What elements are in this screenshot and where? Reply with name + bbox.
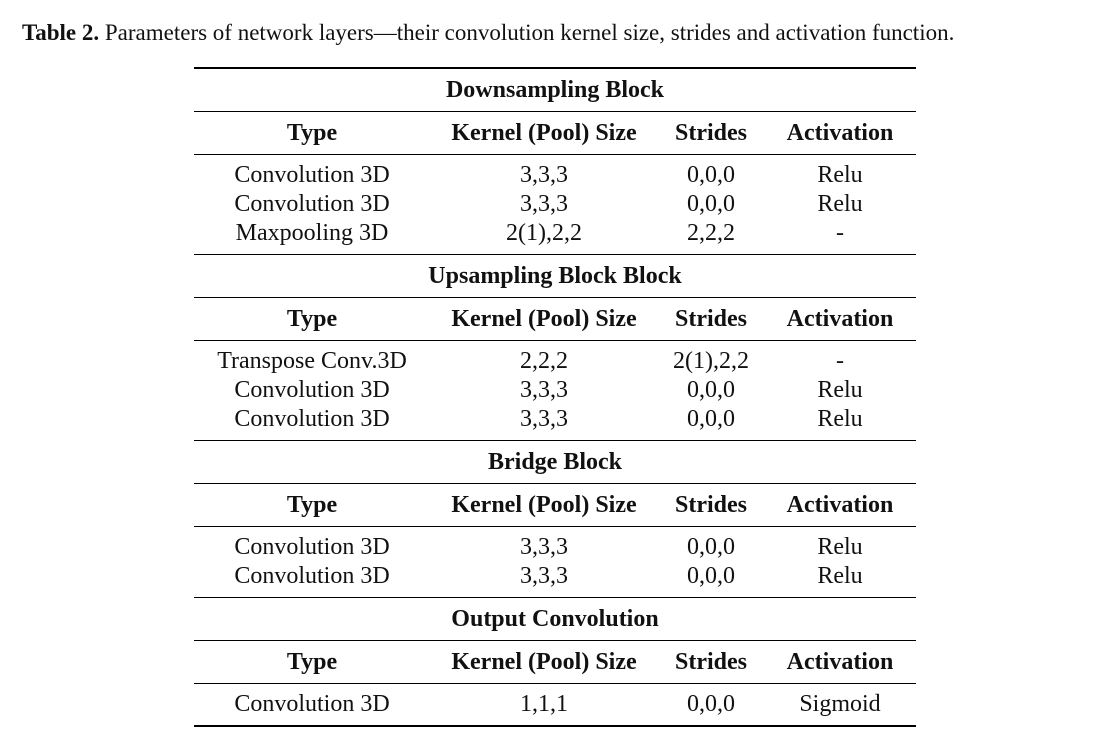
parameters-table: Downsampling Block Type Kernel (Pool) Si… xyxy=(194,67,916,727)
table-section: Bridge Block Type Kernel (Pool) Size Str… xyxy=(194,441,916,598)
section-end-rule xyxy=(194,597,916,598)
section-body: Convolution 3D 1,1,1 0,0,0 Sigmoid xyxy=(194,684,916,725)
column-header-row: Type Kernel (Pool) Size Strides Activati… xyxy=(194,484,916,526)
column-header-activation: Activation xyxy=(786,492,894,518)
cell-strides: 0,0,0 xyxy=(687,162,735,188)
column-header-strides: Strides xyxy=(675,649,747,675)
cell-type: Convolution 3D xyxy=(234,534,390,560)
cell-type: Maxpooling 3D xyxy=(235,220,389,246)
cell-type: Transpose Conv.3D xyxy=(217,348,407,374)
column-header-row: Type Kernel (Pool) Size Strides Activati… xyxy=(194,298,916,340)
cell-kernel: 2(1),2,2 xyxy=(506,220,582,246)
table-row: Convolution 3D 3,3,3 0,0,0 Relu xyxy=(194,562,916,591)
column-header-kernel: Kernel (Pool) Size xyxy=(451,649,637,675)
table-row: Convolution 3D 3,3,3 0,0,0 Relu xyxy=(194,533,916,562)
cell-activation: - xyxy=(836,220,844,246)
header-rule xyxy=(194,154,916,155)
cell-kernel: 3,3,3 xyxy=(520,406,568,432)
cell-kernel: 3,3,3 xyxy=(520,377,568,403)
cell-activation: - xyxy=(836,348,844,374)
cell-kernel: 3,3,3 xyxy=(520,162,568,188)
column-header-strides: Strides xyxy=(675,492,747,518)
cell-strides: 0,0,0 xyxy=(687,563,735,589)
column-header-type: Type xyxy=(286,120,338,146)
section-title: Bridge Block xyxy=(487,449,622,475)
column-header-kernel: Kernel (Pool) Size xyxy=(451,120,637,146)
cell-kernel: 3,3,3 xyxy=(520,191,568,217)
cell-type: Convolution 3D xyxy=(234,377,390,403)
table-row: Convolution 3D 3,3,3 0,0,0 Relu xyxy=(194,161,916,190)
cell-type: Convolution 3D xyxy=(234,691,390,717)
section-rule xyxy=(194,483,916,484)
column-header-activation: Activation xyxy=(786,120,894,146)
cell-activation: Relu xyxy=(817,563,863,589)
cell-strides: 0,0,0 xyxy=(687,534,735,560)
table-caption-label: Table 2. xyxy=(22,20,100,45)
column-header-activation: Activation xyxy=(786,306,894,332)
table-row: Transpose Conv.3D 2,2,2 2(1),2,2 - xyxy=(194,347,916,376)
column-header-activation: Activation xyxy=(786,649,894,675)
cell-strides: 2,2,2 xyxy=(687,220,735,246)
cell-strides: 0,0,0 xyxy=(687,191,735,217)
column-header-strides: Strides xyxy=(675,120,747,146)
header-rule xyxy=(194,526,916,527)
section-body: Convolution 3D 3,3,3 0,0,0 Relu Convolut… xyxy=(194,527,916,597)
column-header-row: Type Kernel (Pool) Size Strides Activati… xyxy=(194,112,916,154)
column-header-row: Type Kernel (Pool) Size Strides Activati… xyxy=(194,641,916,683)
cell-kernel: 1,1,1 xyxy=(520,691,568,717)
cell-kernel: 3,3,3 xyxy=(520,563,568,589)
cell-kernel: 3,3,3 xyxy=(520,534,568,560)
section-rule xyxy=(194,640,916,641)
column-header-type: Type xyxy=(286,492,338,518)
section-rule xyxy=(194,297,916,298)
header-rule xyxy=(194,340,916,341)
column-header-type: Type xyxy=(286,306,338,332)
cell-activation: Sigmoid xyxy=(799,691,881,717)
cell-strides: 0,0,0 xyxy=(687,406,735,432)
cell-type: Convolution 3D xyxy=(234,191,390,217)
cell-activation: Relu xyxy=(817,534,863,560)
table-caption: Table 2. Parameters of network layers—th… xyxy=(22,19,954,47)
section-rule xyxy=(194,111,916,112)
cell-strides: 2(1),2,2 xyxy=(673,348,749,374)
column-header-strides: Strides xyxy=(675,306,747,332)
table-section: Downsampling Block Type Kernel (Pool) Si… xyxy=(194,69,916,255)
table-section: Output Convolution Type Kernel (Pool) Si… xyxy=(194,598,916,725)
table-row: Convolution 3D 3,3,3 0,0,0 Relu xyxy=(194,190,916,219)
cell-type: Convolution 3D xyxy=(234,406,390,432)
section-body: Transpose Conv.3D 2,2,2 2(1),2,2 - Convo… xyxy=(194,341,916,440)
cell-activation: Relu xyxy=(817,191,863,217)
table-top-rule xyxy=(194,67,916,69)
cell-activation: Relu xyxy=(817,406,863,432)
header-rule xyxy=(194,683,916,684)
cell-strides: 0,0,0 xyxy=(687,377,735,403)
cell-activation: Relu xyxy=(817,162,863,188)
cell-activation: Relu xyxy=(817,377,863,403)
section-title: Upsampling Block Block xyxy=(428,263,682,289)
column-header-kernel: Kernel (Pool) Size xyxy=(451,306,637,332)
table-row: Convolution 3D 3,3,3 0,0,0 Relu xyxy=(194,405,916,434)
cell-type: Convolution 3D xyxy=(234,162,390,188)
section-body: Convolution 3D 3,3,3 0,0,0 Relu Convolut… xyxy=(194,155,916,254)
cell-strides: 0,0,0 xyxy=(687,691,735,717)
table-bottom-rule xyxy=(194,725,916,727)
cell-type: Convolution 3D xyxy=(234,563,390,589)
cell-kernel: 2,2,2 xyxy=(520,348,568,374)
column-header-type: Type xyxy=(286,649,338,675)
section-end-rule xyxy=(194,254,916,255)
table-section: Upsampling Block Block Type Kernel (Pool… xyxy=(194,255,916,441)
table-row: Convolution 3D 1,1,1 0,0,0 Sigmoid xyxy=(194,690,916,719)
section-title: Downsampling Block xyxy=(445,77,665,103)
table-row: Maxpooling 3D 2(1),2,2 2,2,2 - xyxy=(194,219,916,248)
table-row: Convolution 3D 3,3,3 0,0,0 Relu xyxy=(194,376,916,405)
table-caption-text: Parameters of network layers—their convo… xyxy=(104,20,955,45)
section-end-rule xyxy=(194,440,916,441)
section-title: Output Convolution xyxy=(451,606,659,632)
column-header-kernel: Kernel (Pool) Size xyxy=(451,492,637,518)
